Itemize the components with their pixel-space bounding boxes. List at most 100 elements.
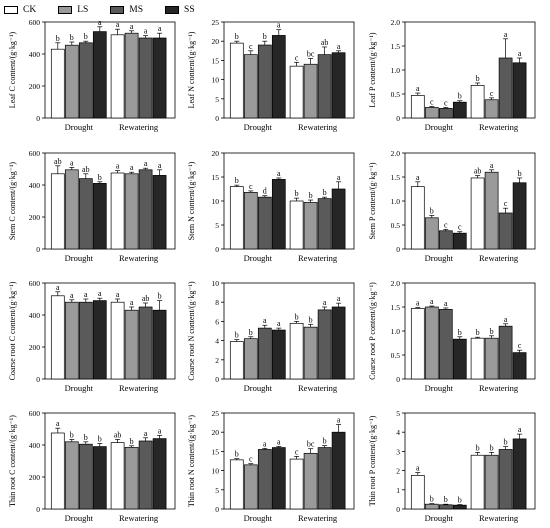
- x-category-label: Rewatering: [298, 253, 338, 263]
- bar-ck: [289, 458, 304, 510]
- significance-letter: a: [277, 437, 281, 446]
- plot-frame: [44, 282, 176, 380]
- significance-letter: a: [277, 169, 281, 178]
- y-tick-label: 5: [215, 221, 219, 230]
- significance-letter: b: [263, 32, 267, 41]
- y-tick-label: 15: [212, 447, 220, 456]
- bar-ss: [512, 182, 527, 250]
- y-axis-label: Coarse root P content/(g·kg⁻¹): [368, 282, 377, 380]
- significance-letter: a: [337, 416, 341, 425]
- panel-7: 0 200 400 600 Coarse root C content/(g·kg⁻¹)…: [8, 279, 176, 393]
- significance-letter: b: [476, 443, 480, 452]
- y-tick-label: 15: [212, 56, 220, 65]
- bar-ck: [289, 322, 304, 380]
- y-tick-label: 200: [29, 213, 41, 222]
- bar-ls: [484, 337, 499, 380]
- legend: CK LS MS SS: [4, 3, 217, 17]
- y-tick-label: 10: [212, 467, 220, 476]
- y-axis-label: Coarse root N content/(g·kg⁻¹): [187, 281, 196, 381]
- y-axis-label: Coarse root C content/(g·kg⁻¹): [8, 281, 17, 380]
- y-tick-label: 0.5: [391, 221, 401, 230]
- bar-ck: [470, 337, 485, 380]
- legend-label: LS: [77, 5, 89, 15]
- bar-ss: [152, 175, 167, 250]
- significance-letter: a: [130, 163, 134, 172]
- significance-letter: c: [249, 182, 253, 191]
- y-tick-label: 1.5: [391, 173, 401, 182]
- y-tick-label: 20: [212, 149, 220, 158]
- x-category-label: Rewatering: [119, 513, 159, 523]
- bar-ls: [64, 44, 79, 119]
- legend-item-ss: SS: [165, 5, 195, 15]
- y-axis-label: Thin root N content/(g·kg⁻¹): [187, 415, 196, 507]
- bar-ms: [438, 309, 453, 380]
- y-tick-label: 1.0: [391, 66, 401, 75]
- bar-ss: [512, 62, 527, 119]
- bar-ss: [452, 232, 467, 250]
- y-tick-label: 0: [215, 114, 219, 123]
- bar-ss: [331, 431, 346, 510]
- plot-frame: [223, 412, 355, 510]
- y-tick-label: 0.5: [391, 90, 401, 99]
- x-category-label: Rewatering: [298, 122, 338, 132]
- bar-ck: [410, 475, 425, 510]
- bar-ls: [124, 32, 139, 119]
- bar-ck: [50, 173, 65, 250]
- x-category-label: Rewatering: [119, 383, 159, 393]
- y-tick-label: 20: [212, 37, 220, 46]
- bar-ms: [438, 504, 453, 510]
- bar-ck: [410, 308, 425, 380]
- y-tick-label: 2.0: [391, 149, 401, 158]
- bar-ss: [152, 37, 167, 119]
- significance-letter: c: [490, 89, 494, 98]
- legend-item-ms: MS: [110, 5, 143, 15]
- significance-letter: a: [144, 159, 148, 168]
- panel-3: 0 0.5 1.0 1.5 2.0 Leaf P content/(g·kg⁻¹) Drou…: [368, 18, 536, 132]
- panel-9: 0 0.5 1.0 1.5 2.0 Coarse root P content/(g·kg…: [368, 279, 536, 393]
- significance-letter: a: [444, 299, 448, 308]
- significance-letter: b: [235, 450, 239, 459]
- bar-ss: [331, 52, 346, 119]
- bar-ms: [317, 54, 332, 119]
- significance-letter: c: [458, 223, 462, 232]
- bar-ck: [289, 65, 304, 119]
- bar-ck: [470, 177, 485, 250]
- y-tick-label: 1.5: [391, 303, 401, 312]
- bar-ls: [124, 309, 139, 380]
- bar-ck: [410, 95, 425, 119]
- significance-letter: a: [277, 319, 281, 328]
- significance-letter: ab: [82, 165, 90, 174]
- significance-letter: a: [337, 294, 341, 303]
- bar-ls: [424, 217, 439, 250]
- bar-ck: [110, 442, 125, 510]
- significance-letter: a: [416, 298, 420, 307]
- significance-letter: ab: [474, 167, 482, 176]
- significance-letter: bc: [307, 440, 315, 449]
- bar-ms: [498, 449, 513, 510]
- y-axis-label: Stem P content/(g·kg⁻¹): [368, 162, 377, 239]
- bar-ck: [289, 200, 304, 250]
- significance-letter: a: [116, 290, 120, 299]
- significance-letter: b: [70, 33, 74, 42]
- bar-ck: [229, 42, 244, 119]
- panel-2: 0 5 10 15 20 25 Leaf N content/(g·kg⁻¹) Drought…: [187, 18, 355, 132]
- legend-swatch: [165, 6, 180, 14]
- y-tick-label: 600: [29, 409, 41, 418]
- significance-letter: c: [444, 220, 448, 229]
- y-tick-label: 25: [212, 409, 220, 418]
- bar-ms: [78, 42, 93, 119]
- significance-letter: bc: [307, 49, 315, 58]
- significance-letter: a: [144, 429, 148, 438]
- panel-5: 0 5 10 15 20 Stem N content/(g·kg⁻¹) Drought b c…: [187, 149, 355, 263]
- bar-ss: [331, 306, 346, 380]
- panel-12: 0 1 2 3 4 5 Thin root P content/(g·kg⁻¹) Drough…: [368, 409, 536, 523]
- significance-letter: a: [416, 84, 420, 93]
- y-tick-label: 400: [29, 441, 41, 450]
- y-tick-label: 2.0: [391, 18, 401, 27]
- bar-ss: [271, 447, 286, 510]
- significance-letter: b: [490, 443, 494, 452]
- y-axis-label: Stem C content/(g·kg⁻¹): [8, 162, 17, 241]
- significance-letter: a: [504, 30, 508, 39]
- significance-letter: a: [158, 161, 162, 170]
